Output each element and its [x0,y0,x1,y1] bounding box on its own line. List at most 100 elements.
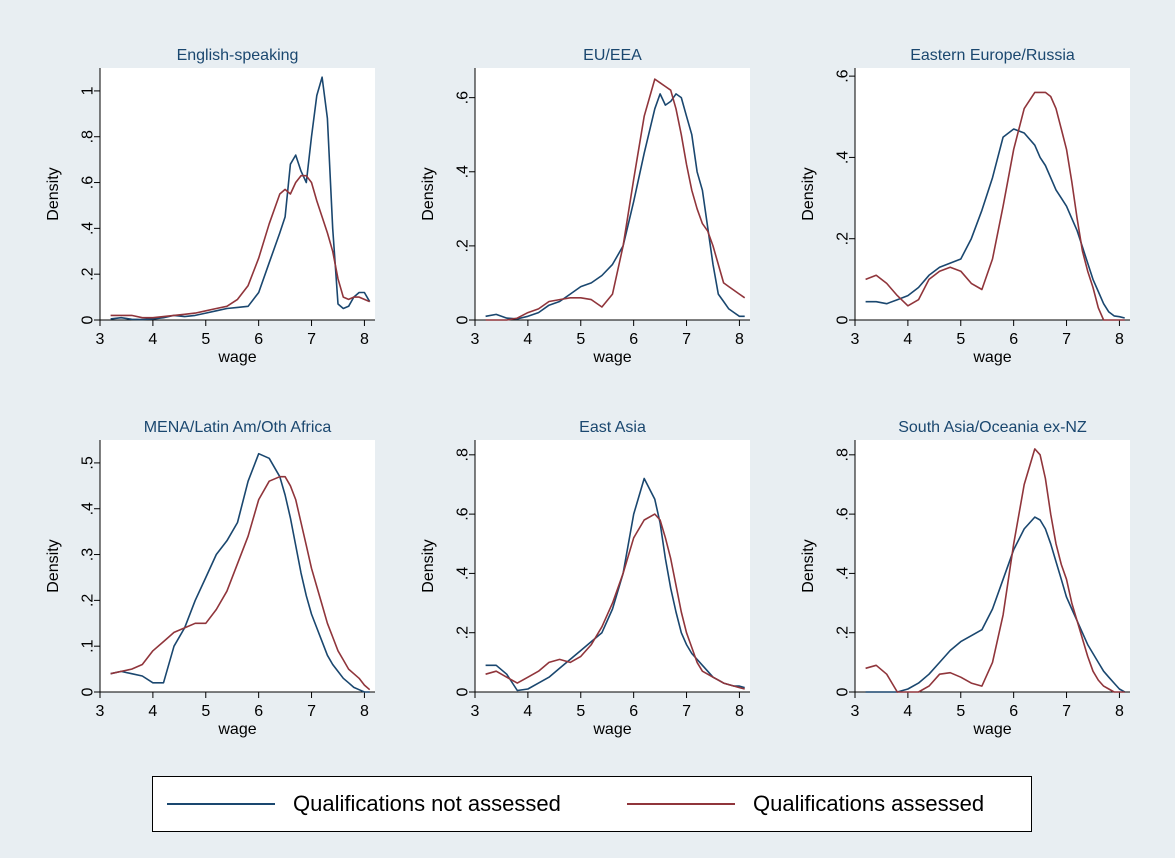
series-line-not-assessed [110,452,370,693]
x-tick-label: 5 [576,703,585,720]
x-axis-label: wage [592,721,631,738]
y-axis-label: Density [420,539,437,592]
y-tick-label: .2 [80,267,97,280]
x-tick-label: 8 [1115,331,1124,348]
x-tick-label: 4 [903,703,912,720]
plot-area [475,440,750,692]
y-tick-label: 1 [80,86,97,95]
y-tick-label: 0 [835,315,852,324]
x-tick-label: 5 [956,703,965,720]
chart-panel-5: East Asia 3 4 5 6 7 8 0 .2 .4 .6 .8 wage Density [420,419,750,738]
x-tick-label: 3 [471,703,480,720]
x-tick-label: 3 [471,331,480,348]
y-tick-label: .4 [835,151,852,164]
x-tick-label: 8 [360,703,369,720]
x-tick-label: 7 [1062,331,1071,348]
x-tick-label: 5 [201,331,210,348]
y-axis-label: Density [800,167,817,220]
legend-swatch-assessed [627,803,735,805]
x-axis-label: wage [592,349,631,366]
x-tick-label: 7 [307,331,316,348]
series-line-not-assessed [865,516,1126,693]
series-line-assessed [485,513,745,690]
y-tick-label: .3 [80,548,97,561]
x-tick-label: 6 [254,703,263,720]
legend-item-assessed: Qualifications assessed [627,777,984,831]
y-tick-label: .6 [455,507,472,520]
series-line-assessed [865,91,1125,321]
x-tick-label: 3 [851,703,860,720]
x-tick-label: 4 [148,331,157,348]
y-tick-label: .4 [80,502,97,515]
y-tick-label: .2 [835,232,852,245]
y-tick-label: .8 [835,448,852,461]
chart-panel-2: EU/EEA 3 4 5 6 7 8 0 .2 .4 .6 wage Density [420,47,750,366]
x-tick-label: 6 [629,331,638,348]
y-tick-label: .5 [80,456,97,469]
y-tick-label: .2 [455,626,472,639]
x-tick-label: 4 [523,331,532,348]
plot-area [475,68,750,320]
legend-swatch-not-assessed [167,803,275,805]
x-axis-label: wage [217,349,256,366]
plot-area [855,440,1130,692]
x-tick-label: 3 [96,331,105,348]
x-tick-label: 6 [629,703,638,720]
legend-label-assessed: Qualifications assessed [753,791,985,816]
panel-title: EU/EEA [583,47,642,64]
y-tick-label: .1 [80,639,97,652]
x-tick-label: 3 [96,703,105,720]
chart-panel-6: South Asia/Oceania ex-NZ 3 4 5 6 7 8 0 .2 .4 .6 .8 w… [800,419,1130,738]
series-line-not-assessed [865,128,1125,319]
panel-title: English-speaking [177,47,299,64]
y-tick-label: .2 [80,594,97,607]
plot-area [855,68,1130,320]
y-tick-label: .6 [835,507,852,520]
x-tick-label: 7 [1062,703,1071,720]
y-tick-label: .2 [455,239,472,252]
y-tick-label: .2 [835,626,852,639]
y-tick-label: .6 [835,69,852,82]
y-tick-label: .4 [835,567,852,580]
x-tick-label: 6 [254,331,263,348]
y-tick-label: .6 [80,176,97,189]
panel-title: Eastern Europe/Russia [910,47,1075,64]
x-tick-label: 7 [682,331,691,348]
series-line-not-assessed [485,93,745,320]
y-axis-label: Density [420,167,437,220]
panel-title: East Asia [579,419,646,436]
x-tick-label: 4 [523,703,532,720]
x-tick-label: 5 [201,703,210,720]
y-tick-label: .4 [455,567,472,580]
x-tick-label: 4 [148,703,157,720]
x-tick-label: 5 [956,331,965,348]
x-tick-label: 8 [735,703,744,720]
y-axis-label: Density [45,539,62,592]
chart-panel-1: English-speaking 3 4 5 6 7 8 0 .2 .4 .6 .8 1 wage Dens… [45,47,375,366]
x-tick-label: 4 [903,331,912,348]
y-tick-label: 0 [80,315,97,324]
x-tick-label: 6 [1009,331,1018,348]
y-tick-label: .6 [455,91,472,104]
x-tick-label: 5 [576,331,585,348]
y-tick-label: 0 [455,687,472,696]
plot-area [100,68,375,320]
legend-item-not-assessed: Qualifications not assessed [167,777,561,831]
x-tick-label: 7 [307,703,316,720]
series-line-assessed [110,475,371,691]
chart-panel-4: MENA/Latin Am/Oth Africa 3 4 5 6 7 8 0 .1 .2 .3 .4.… [45,419,375,738]
x-tick-label: 8 [735,331,744,348]
x-tick-label: 8 [360,331,369,348]
y-tick-label: 0 [835,687,852,696]
panel-title: South Asia/Oceania ex-NZ [898,419,1087,436]
x-axis-label: wage [217,721,256,738]
y-tick-label: 0 [455,315,472,324]
series-line-assessed [110,174,371,319]
x-axis-label: wage [972,349,1011,366]
y-tick-label: .4 [455,165,472,178]
x-tick-label: 3 [851,331,860,348]
y-axis-label: Density [800,539,817,592]
legend: Qualifications not assessed Qualificatio… [152,776,1032,832]
y-tick-label: .8 [80,130,97,143]
